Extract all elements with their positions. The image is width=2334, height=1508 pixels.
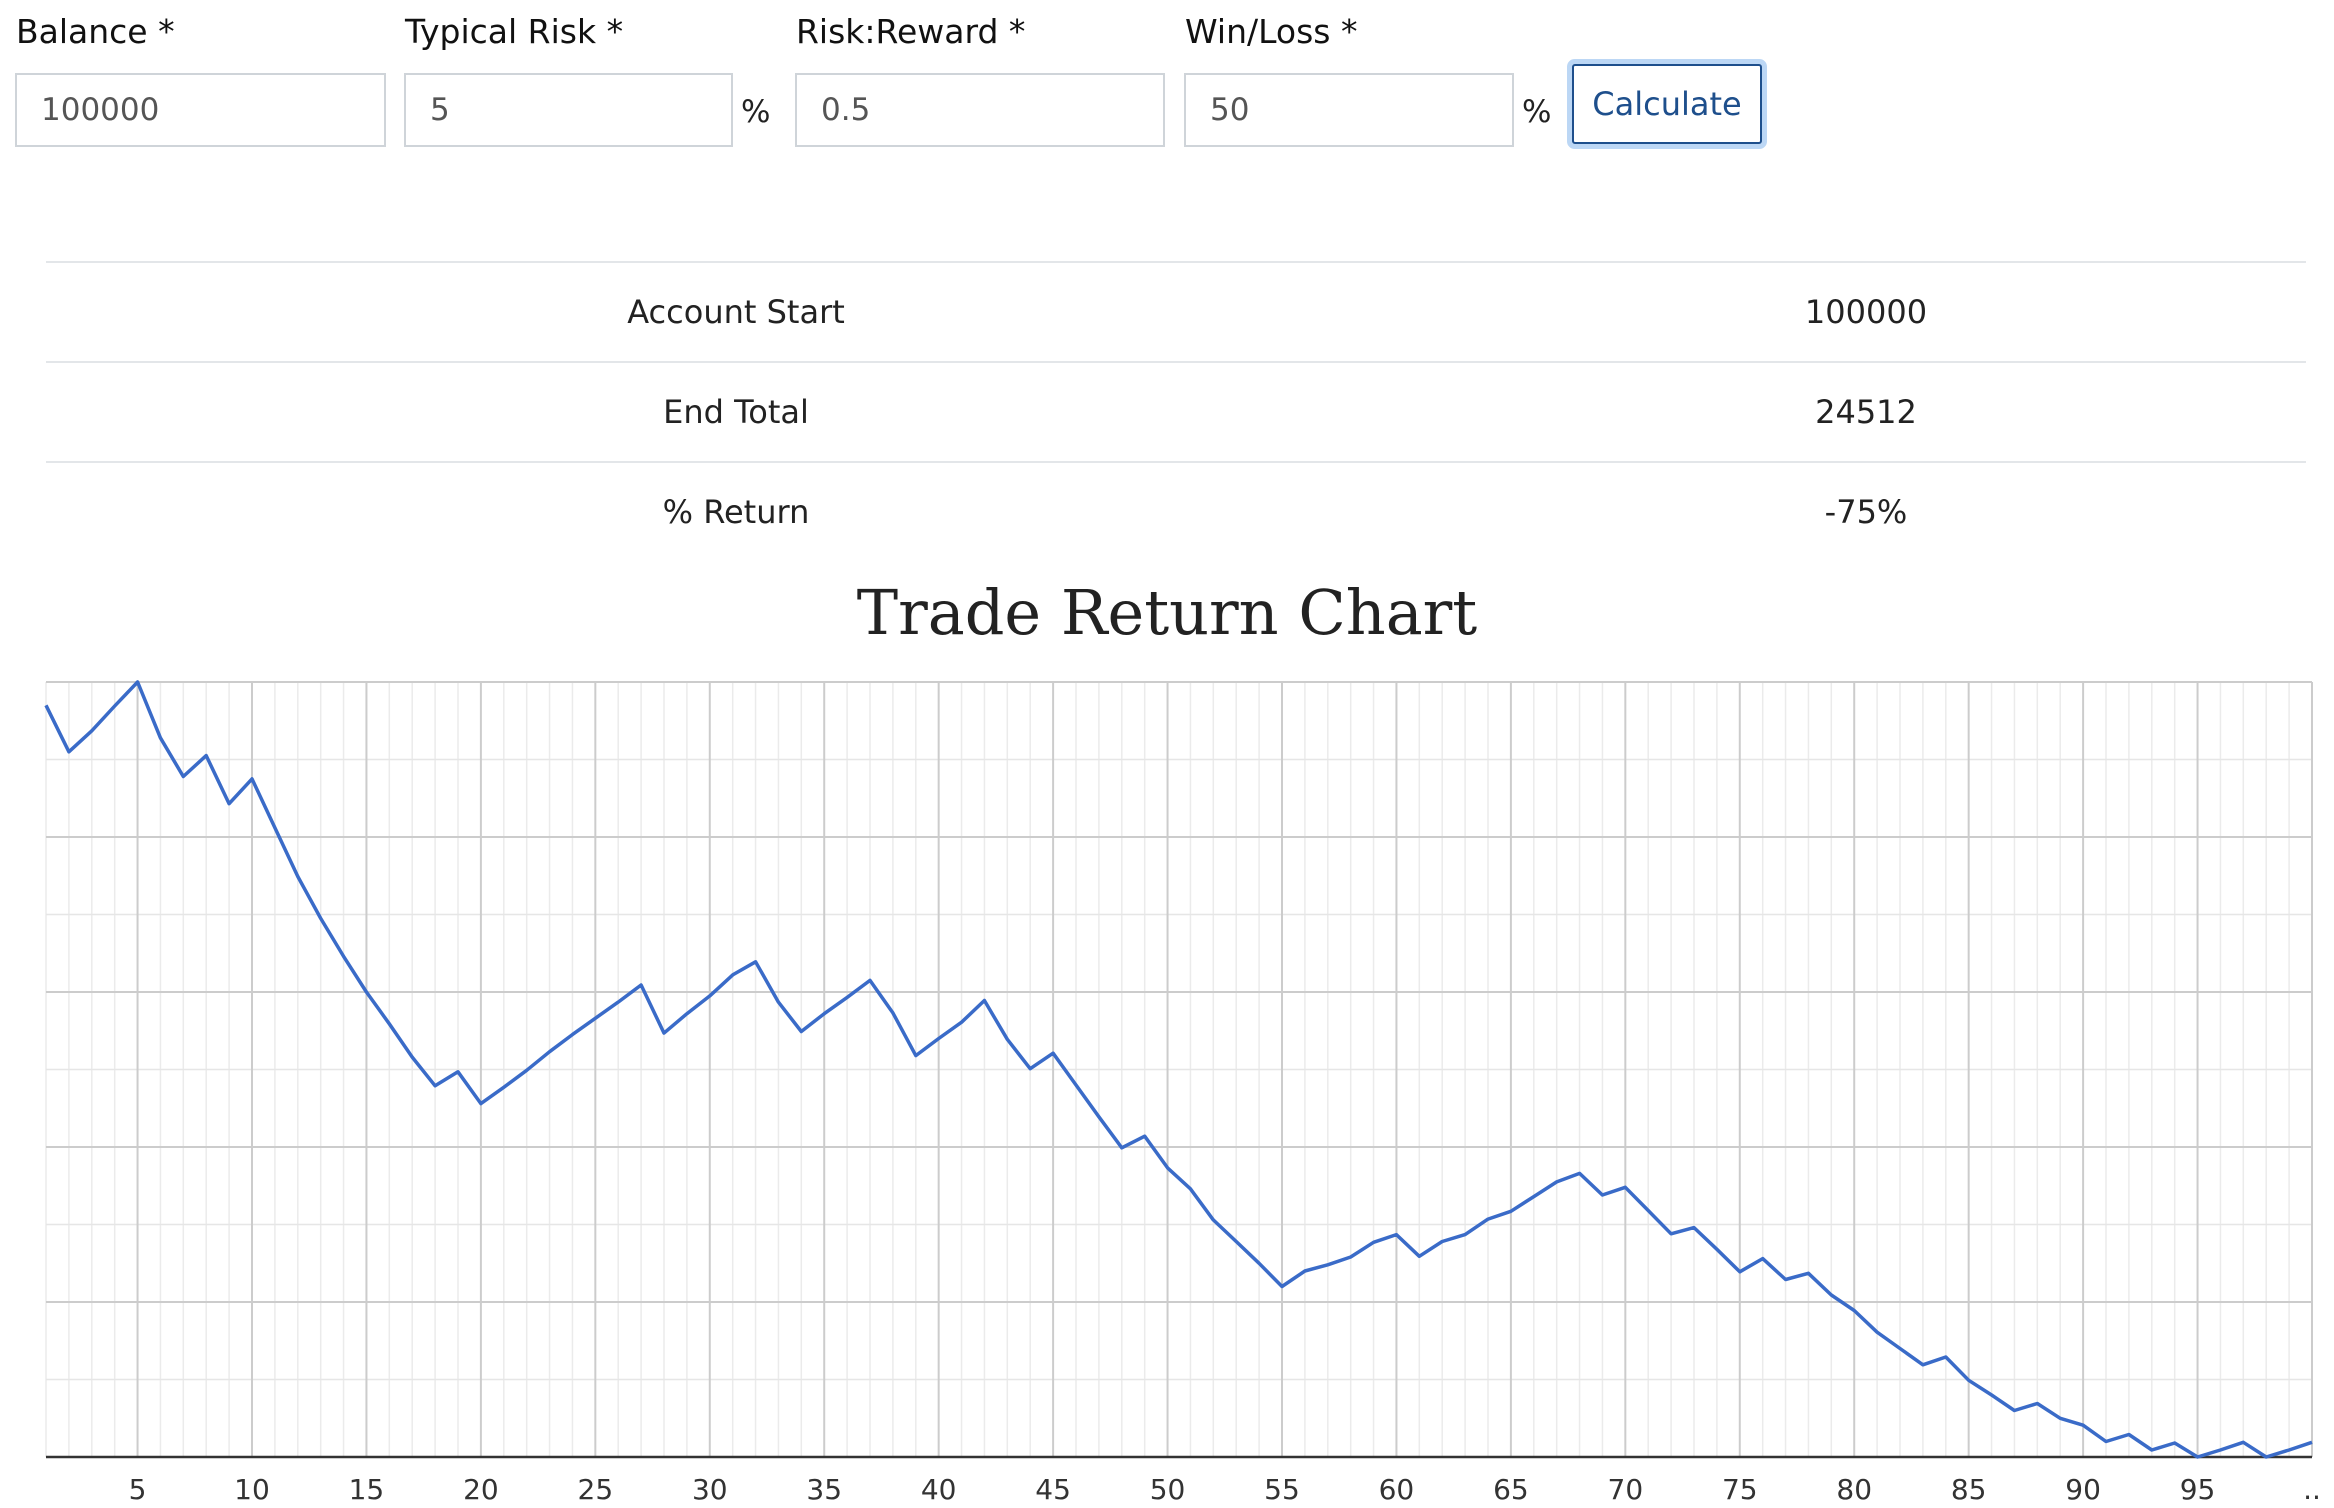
x-tick-label: 30 [692,1473,728,1506]
calculate-button[interactable]: Calculate [1572,64,1762,144]
x-tick-label: 25 [578,1473,614,1506]
chart-title: Trade Return Chart [856,576,1478,649]
x-tick-label: 10 [234,1473,270,1506]
x-tick-label: 15 [349,1473,385,1506]
end-total-label: End Total [663,393,809,431]
x-tick-label: 70 [1608,1473,1644,1506]
x-tick-label: 90 [2065,1473,2101,1506]
x-tick-label: 40 [921,1473,957,1506]
x-tick-label: 95 [2180,1473,2216,1506]
table-row: Account Start 100000 [46,261,2306,361]
balance-label: Balance * [16,12,175,51]
x-tick-label: 80 [1836,1473,1872,1506]
summary-table: Account Start 100000 End Total 24512 % R… [46,261,2306,561]
table-row: % Return -75% [46,461,2306,561]
percent-return-label: % Return [662,493,810,531]
trade-return-series-line [44,680,2313,1459]
typical-risk-label: Typical Risk * [405,12,624,51]
win-loss-unit: % [1522,94,1552,130]
x-tick-label: 5 [129,1473,147,1506]
table-row: End Total 24512 [46,361,2306,461]
risk-reward-label: Risk:Reward * [796,12,1026,51]
x-tick-label: 20 [463,1473,499,1506]
x-tick-label: 60 [1379,1473,1415,1506]
end-total-value: 24512 [1815,393,1917,431]
x-tick-label: 50 [1150,1473,1186,1506]
account-start-value: 100000 [1804,293,1928,331]
balance-input[interactable] [15,73,386,147]
x-tick-label: 65 [1493,1473,1529,1506]
account-start-label: Account Start [627,293,845,331]
typical-risk-unit: % [741,94,771,130]
x-tick-label: 35 [806,1473,842,1506]
x-tick-label: .. [2303,1473,2321,1506]
percent-return-value: -75% [1824,493,1908,531]
x-tick-label: 85 [1951,1473,1987,1506]
win-loss-label: Win/Loss * [1185,12,1358,51]
typical-risk-input[interactable] [404,73,733,147]
win-loss-input[interactable] [1184,73,1514,147]
x-tick-label: 45 [1035,1473,1071,1506]
trade-return-chart: 5 10 15 20 25 30 35 40 45 50 55 60 65 70 75 80 85 90 95.. [44,680,2321,1506]
x-tick-label: 55 [1264,1473,1300,1506]
x-tick-label: 75 [1722,1473,1758,1506]
risk-reward-input[interactable] [795,73,1165,147]
